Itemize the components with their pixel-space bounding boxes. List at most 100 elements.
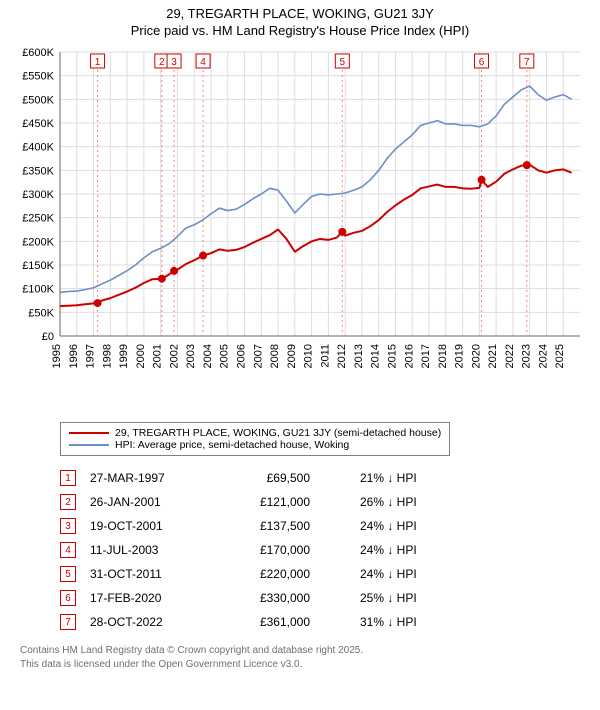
transaction-price: £220,000	[240, 562, 360, 586]
svg-text:2025: 2025	[554, 344, 566, 368]
svg-text:£150K: £150K	[22, 260, 54, 272]
svg-text:2007: 2007	[252, 344, 264, 368]
transaction-diff: 21% ↓ HPI	[360, 466, 417, 490]
legend: 29, TREGARTH PLACE, WOKING, GU21 3JY (se…	[60, 422, 450, 456]
transaction-price: £361,000	[240, 610, 360, 634]
transaction-price: £69,500	[240, 466, 360, 490]
svg-text:4: 4	[200, 57, 206, 68]
svg-text:2021: 2021	[487, 344, 499, 368]
svg-text:£100K: £100K	[22, 284, 54, 296]
svg-text:2016: 2016	[403, 344, 415, 368]
transaction-date: 27-MAR-1997	[90, 466, 240, 490]
svg-text:2024: 2024	[537, 344, 549, 368]
legend-row: HPI: Average price, semi-detached house,…	[69, 439, 441, 451]
svg-text:£500K: £500K	[22, 94, 54, 106]
transaction-date: 31-OCT-2011	[90, 562, 240, 586]
footer-line1: Contains HM Land Registry data © Crown c…	[20, 644, 590, 658]
svg-text:2006: 2006	[236, 344, 248, 368]
transaction-row: 6 17-FEB-2020£330,00025% ↓ HPI	[60, 586, 417, 610]
transaction-row: 5 31-OCT-2011£220,00024% ↓ HPI	[60, 562, 417, 586]
svg-text:2018: 2018	[437, 344, 449, 368]
svg-text:2009: 2009	[286, 344, 298, 368]
svg-text:3: 3	[171, 57, 177, 68]
transaction-row: 4 11-JUL-2003£170,00024% ↓ HPI	[60, 538, 417, 562]
svg-text:6: 6	[479, 57, 485, 68]
transaction-row: 3 19-OCT-2001£137,50024% ↓ HPI	[60, 514, 417, 538]
transaction-index-box: 4	[60, 542, 76, 558]
svg-text:£550K: £550K	[22, 71, 54, 83]
svg-text:2011: 2011	[319, 344, 331, 368]
svg-text:5: 5	[340, 57, 346, 68]
svg-text:£600K: £600K	[22, 47, 54, 59]
transaction-diff: 24% ↓ HPI	[360, 538, 417, 562]
transaction-date: 19-OCT-2001	[90, 514, 240, 538]
svg-text:2014: 2014	[370, 344, 382, 368]
svg-text:2003: 2003	[185, 344, 197, 368]
transaction-date: 17-FEB-2020	[90, 586, 240, 610]
svg-text:2002: 2002	[168, 344, 180, 368]
transaction-index-box: 2	[60, 494, 76, 510]
legend-label: 29, TREGARTH PLACE, WOKING, GU21 3JY (se…	[115, 427, 441, 439]
svg-text:2012: 2012	[336, 344, 348, 368]
transaction-row: 2 26-JAN-2001£121,00026% ↓ HPI	[60, 490, 417, 514]
svg-text:£250K: £250K	[22, 213, 54, 225]
svg-text:2020: 2020	[470, 344, 482, 368]
transaction-diff: 26% ↓ HPI	[360, 490, 417, 514]
transaction-diff: 25% ↓ HPI	[360, 586, 417, 610]
chart-title-line2: Price paid vs. HM Land Registry's House …	[10, 23, 590, 38]
legend-label: HPI: Average price, semi-detached house,…	[115, 439, 349, 451]
svg-text:2019: 2019	[454, 344, 466, 368]
page-container: 29, TREGARTH PLACE, WOKING, GU21 3JY Pri…	[0, 0, 600, 679]
chart-title-block: 29, TREGARTH PLACE, WOKING, GU21 3JY Pri…	[10, 6, 590, 38]
svg-text:2005: 2005	[219, 344, 231, 368]
transaction-index-box: 7	[60, 614, 76, 630]
svg-text:2022: 2022	[504, 344, 516, 368]
svg-text:£450K: £450K	[22, 118, 54, 130]
transaction-index-box: 1	[60, 470, 76, 486]
legend-row: 29, TREGARTH PLACE, WOKING, GU21 3JY (se…	[69, 427, 441, 439]
svg-text:7: 7	[524, 57, 530, 68]
svg-text:2008: 2008	[269, 344, 281, 368]
svg-text:2023: 2023	[521, 344, 533, 368]
transaction-date: 26-JAN-2001	[90, 490, 240, 514]
svg-text:2013: 2013	[353, 344, 365, 368]
svg-text:1: 1	[95, 57, 101, 68]
legend-swatch	[69, 432, 109, 434]
svg-text:1998: 1998	[101, 344, 113, 368]
transaction-date: 11-JUL-2003	[90, 538, 240, 562]
transaction-index-box: 5	[60, 566, 76, 582]
svg-text:2015: 2015	[386, 344, 398, 368]
transaction-row: 1 27-MAR-1997£69,50021% ↓ HPI	[60, 466, 417, 490]
transaction-price: £137,500	[240, 514, 360, 538]
svg-text:1995: 1995	[51, 344, 63, 368]
transaction-index-box: 6	[60, 590, 76, 606]
chart-title-line1: 29, TREGARTH PLACE, WOKING, GU21 3JY	[10, 6, 590, 21]
transaction-row: 7 28-OCT-2022£361,00031% ↓ HPI	[60, 610, 417, 634]
transaction-price: £330,000	[240, 586, 360, 610]
transaction-date: 28-OCT-2022	[90, 610, 240, 634]
chart-area: £0£50K£100K£150K£200K£250K£300K£350K£400…	[10, 44, 590, 414]
legend-swatch	[69, 444, 109, 446]
svg-text:1996: 1996	[68, 344, 80, 368]
footer-line2: This data is licensed under the Open Gov…	[20, 658, 590, 672]
svg-text:2: 2	[159, 57, 165, 68]
transaction-diff: 24% ↓ HPI	[360, 514, 417, 538]
transaction-price: £170,000	[240, 538, 360, 562]
svg-text:1999: 1999	[118, 344, 130, 368]
svg-text:2000: 2000	[135, 344, 147, 368]
transaction-index-box: 3	[60, 518, 76, 534]
svg-text:£400K: £400K	[22, 142, 54, 154]
transaction-diff: 31% ↓ HPI	[360, 610, 417, 634]
svg-text:£350K: £350K	[22, 165, 54, 177]
svg-text:1997: 1997	[85, 344, 97, 368]
svg-text:2010: 2010	[303, 344, 315, 368]
svg-text:£50K: £50K	[28, 307, 54, 319]
chart-svg: £0£50K£100K£150K£200K£250K£300K£350K£400…	[10, 44, 590, 414]
svg-text:£0: £0	[42, 331, 54, 343]
transaction-price: £121,000	[240, 490, 360, 514]
svg-text:2001: 2001	[152, 344, 164, 368]
svg-text:2017: 2017	[420, 344, 432, 368]
transactions-table: 1 27-MAR-1997£69,50021% ↓ HPI 2 26-JAN-2001…	[60, 466, 417, 634]
footer-attribution: Contains HM Land Registry data © Crown c…	[20, 644, 590, 671]
transaction-diff: 24% ↓ HPI	[360, 562, 417, 586]
